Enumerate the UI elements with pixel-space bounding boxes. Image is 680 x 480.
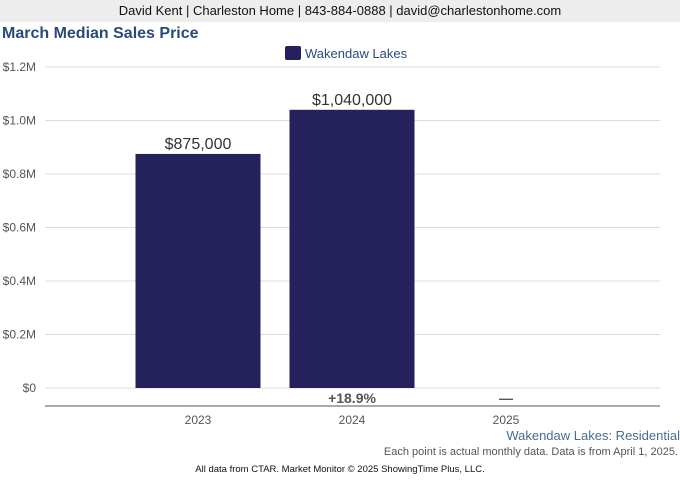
bar	[289, 109, 415, 389]
legend-label: Wakendaw Lakes	[305, 45, 408, 61]
y-tick-label: $1.2M	[3, 60, 36, 74]
x-tick-label: 2024	[339, 413, 366, 427]
contact-header: David Kent | Charleston Home | 843-884-0…	[0, 0, 680, 22]
y-tick-label: $0	[23, 381, 37, 395]
chart-subtitle: Wakendaw Lakes: Residential	[506, 428, 680, 443]
x-tick-label: 2025	[493, 413, 520, 427]
bar	[135, 153, 261, 388]
change-label: +18.9%	[328, 390, 376, 406]
data-footnote: Each point is actual monthly data. Data …	[383, 446, 678, 458]
chart-title: March Median Sales Price	[2, 25, 199, 42]
legend: Wakendaw Lakes	[285, 45, 407, 61]
y-tick-label: $1.0M	[3, 114, 36, 128]
x-tick-label: 2023	[185, 413, 212, 427]
data-credit: All data from CTAR. Market Monitor © 202…	[195, 464, 485, 475]
legend-swatch	[285, 46, 301, 60]
y-tick-label: $0.8M	[3, 167, 36, 181]
change-label: —	[499, 390, 513, 406]
y-tick-label: $0.2M	[3, 328, 36, 342]
y-tick-label: $0.4M	[3, 274, 36, 288]
bar-value-label: $875,000	[165, 136, 232, 153]
bar-value-label: $1,040,000	[312, 92, 392, 109]
y-tick-label: $0.6M	[3, 221, 36, 235]
